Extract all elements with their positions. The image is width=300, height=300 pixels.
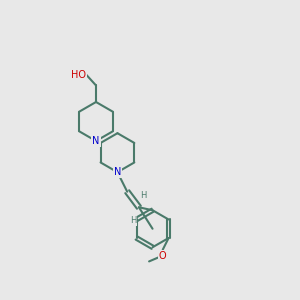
Text: N: N [114, 167, 121, 177]
Text: O: O [159, 250, 166, 261]
Text: N: N [92, 136, 100, 146]
Text: H: H [130, 217, 136, 226]
Text: H: H [141, 191, 147, 200]
Text: HO: HO [71, 70, 86, 80]
